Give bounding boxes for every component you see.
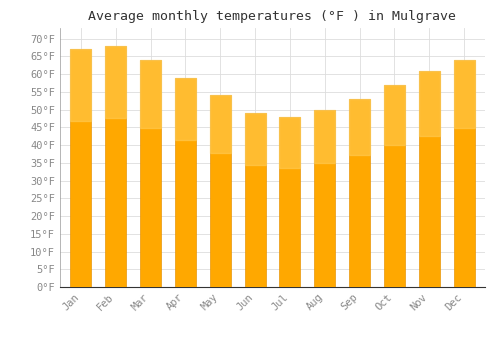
Bar <box>140 60 161 128</box>
Bar <box>349 99 370 287</box>
Bar <box>140 60 161 287</box>
Bar <box>454 60 474 128</box>
Bar <box>210 96 231 153</box>
Bar <box>210 96 231 287</box>
Bar <box>106 46 126 287</box>
Bar <box>314 110 335 163</box>
Bar <box>70 49 92 121</box>
Bar <box>384 85 405 287</box>
Bar <box>314 110 335 287</box>
Bar <box>244 113 266 287</box>
Bar <box>419 71 440 135</box>
Bar <box>70 49 92 287</box>
Bar <box>454 60 474 287</box>
Bar <box>175 78 196 140</box>
Title: Average monthly temperatures (°F ) in Mulgrave: Average monthly temperatures (°F ) in Mu… <box>88 10 456 23</box>
Bar <box>106 46 126 118</box>
Bar <box>175 78 196 287</box>
Bar <box>349 99 370 155</box>
Bar <box>419 71 440 287</box>
Bar <box>244 113 266 165</box>
Bar <box>280 117 300 287</box>
Bar <box>384 85 405 146</box>
Bar <box>280 117 300 168</box>
